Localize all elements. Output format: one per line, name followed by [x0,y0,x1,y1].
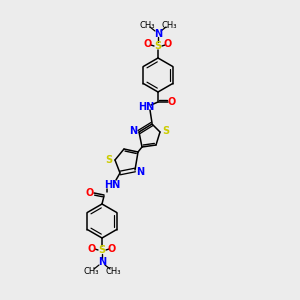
Text: S: S [98,245,106,255]
Text: HN: HN [104,180,120,190]
Text: O: O [168,97,176,107]
Text: S: S [105,155,112,165]
Text: O: O [108,244,116,254]
Text: O: O [144,39,152,49]
Text: N: N [129,126,137,136]
Text: CH₃: CH₃ [161,20,177,29]
Text: S: S [162,126,169,136]
Text: N: N [154,29,162,39]
Text: O: O [164,39,172,49]
Text: CH₃: CH₃ [139,20,155,29]
Text: N: N [98,257,106,267]
Text: S: S [154,41,162,51]
Text: N: N [136,167,144,177]
Text: O: O [86,188,94,198]
Text: O: O [88,244,96,254]
Text: CH₃: CH₃ [105,266,121,275]
Text: CH₃: CH₃ [83,266,99,275]
Text: HN: HN [138,102,154,112]
